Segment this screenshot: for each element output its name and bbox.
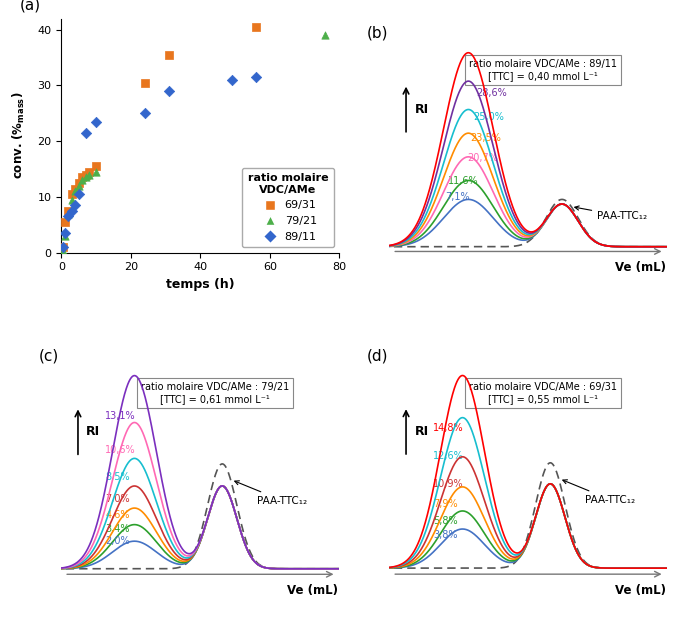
Text: 11,6%: 11,6% [448,176,479,186]
Text: ratio molaire VDC/AMe : 69/31
[TTC] = 0,55 mmol L⁻¹: ratio molaire VDC/AMe : 69/31 [TTC] = 0,… [469,382,617,404]
Point [139,78,150,88]
Text: PAA-TTC₁₂: PAA-TTC₁₂ [575,206,647,221]
Point [74,189,84,199]
Point [84,170,95,180]
Point [66,206,77,216]
Point [80,128,91,138]
Text: RI: RI [414,425,428,438]
Point [74,181,84,191]
Text: 10,6%: 10,6% [105,445,136,455]
Text: ratio molaire VDC/AMe : 89/11
[TTC] = 0,40 mmol L⁻¹: ratio molaire VDC/AMe : 89/11 [TTC] = 0,… [469,59,617,81]
Text: 8,5%: 8,5% [105,472,130,482]
Text: Ve (mL): Ve (mL) [615,261,666,274]
Text: 28,6%: 28,6% [477,88,507,98]
Text: 13,1%: 13,1% [105,410,136,421]
Point [80,173,91,183]
Point [320,30,331,40]
Point [58,246,69,256]
Point [226,75,237,85]
Point [59,228,70,238]
Point [58,242,69,252]
Text: 4,6%: 4,6% [105,510,129,520]
Point [69,184,80,194]
Text: (c): (c) [39,348,59,363]
Point [91,167,101,177]
Text: 7,0%: 7,0% [105,494,130,504]
Point [66,195,77,205]
Point [66,189,77,199]
Text: 3,4%: 3,4% [105,524,129,534]
Text: 12,6%: 12,6% [433,451,464,461]
Point [139,108,150,118]
Point [59,217,70,227]
Text: (d): (d) [367,348,389,363]
X-axis label: temps (h): temps (h) [166,278,235,291]
Point [59,231,70,241]
Text: 14,8%: 14,8% [433,423,464,433]
Text: PAA-TTC₁₂: PAA-TTC₁₂ [235,481,308,506]
Point [80,170,91,180]
Point [63,206,74,216]
Text: 20,7%: 20,7% [468,154,498,163]
Text: conv. (%$_\mathregular{mass}$): conv. (%$_\mathregular{mass}$) [12,92,27,180]
Point [69,186,80,196]
Text: 7,9%: 7,9% [433,500,458,509]
Point [74,178,84,188]
Point [58,242,69,252]
Text: Ve (mL): Ve (mL) [615,584,666,597]
Text: 2,0%: 2,0% [105,537,130,547]
Legend: 69/31, 79/21, 89/11: 69/31, 79/21, 89/11 [242,168,334,247]
Text: RI: RI [414,103,428,116]
Point [84,167,95,177]
Point [251,72,262,82]
Text: 25,0%: 25,0% [473,113,505,123]
Point [91,162,101,171]
Point [63,212,74,222]
Text: 7,1%: 7,1% [445,192,470,202]
Point [91,117,101,127]
Text: (b): (b) [367,25,389,40]
Point [251,22,262,32]
Point [63,209,74,219]
Point [77,175,88,185]
Text: PAA-TTC₁₂: PAA-TTC₁₂ [563,480,635,504]
Point [69,201,80,210]
Text: 23,5%: 23,5% [471,133,501,143]
Point [163,86,174,96]
Text: 5,8%: 5,8% [433,516,458,526]
Text: 3,8%: 3,8% [433,530,458,540]
Text: (a): (a) [20,0,41,12]
Text: RI: RI [86,425,100,438]
Text: Ve (mL): Ve (mL) [287,584,338,597]
Text: 10,9%: 10,9% [433,479,464,489]
Point [77,173,88,183]
Text: ratio molaire VDC/AMe : 79/21
[TTC] = 0,61 mmol L⁻¹: ratio molaire VDC/AMe : 79/21 [TTC] = 0,… [141,382,289,404]
Point [163,50,174,60]
Text: 31,0%: 31,0% [468,64,498,74]
